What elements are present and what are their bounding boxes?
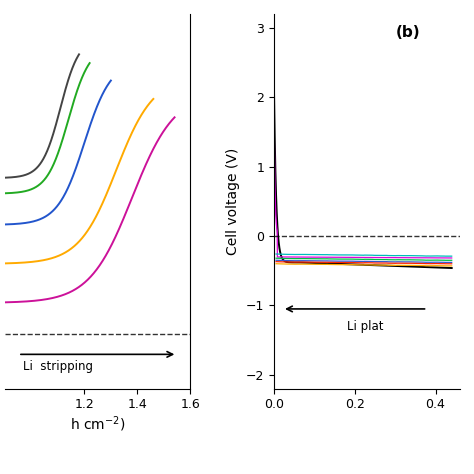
- X-axis label: h cm$^{-2}$): h cm$^{-2}$): [70, 414, 125, 434]
- Text: Li plat: Li plat: [346, 320, 383, 333]
- Y-axis label: Cell voltage (V): Cell voltage (V): [227, 148, 240, 255]
- Text: (b): (b): [395, 26, 420, 40]
- Text: Li  stripping: Li stripping: [23, 360, 93, 373]
